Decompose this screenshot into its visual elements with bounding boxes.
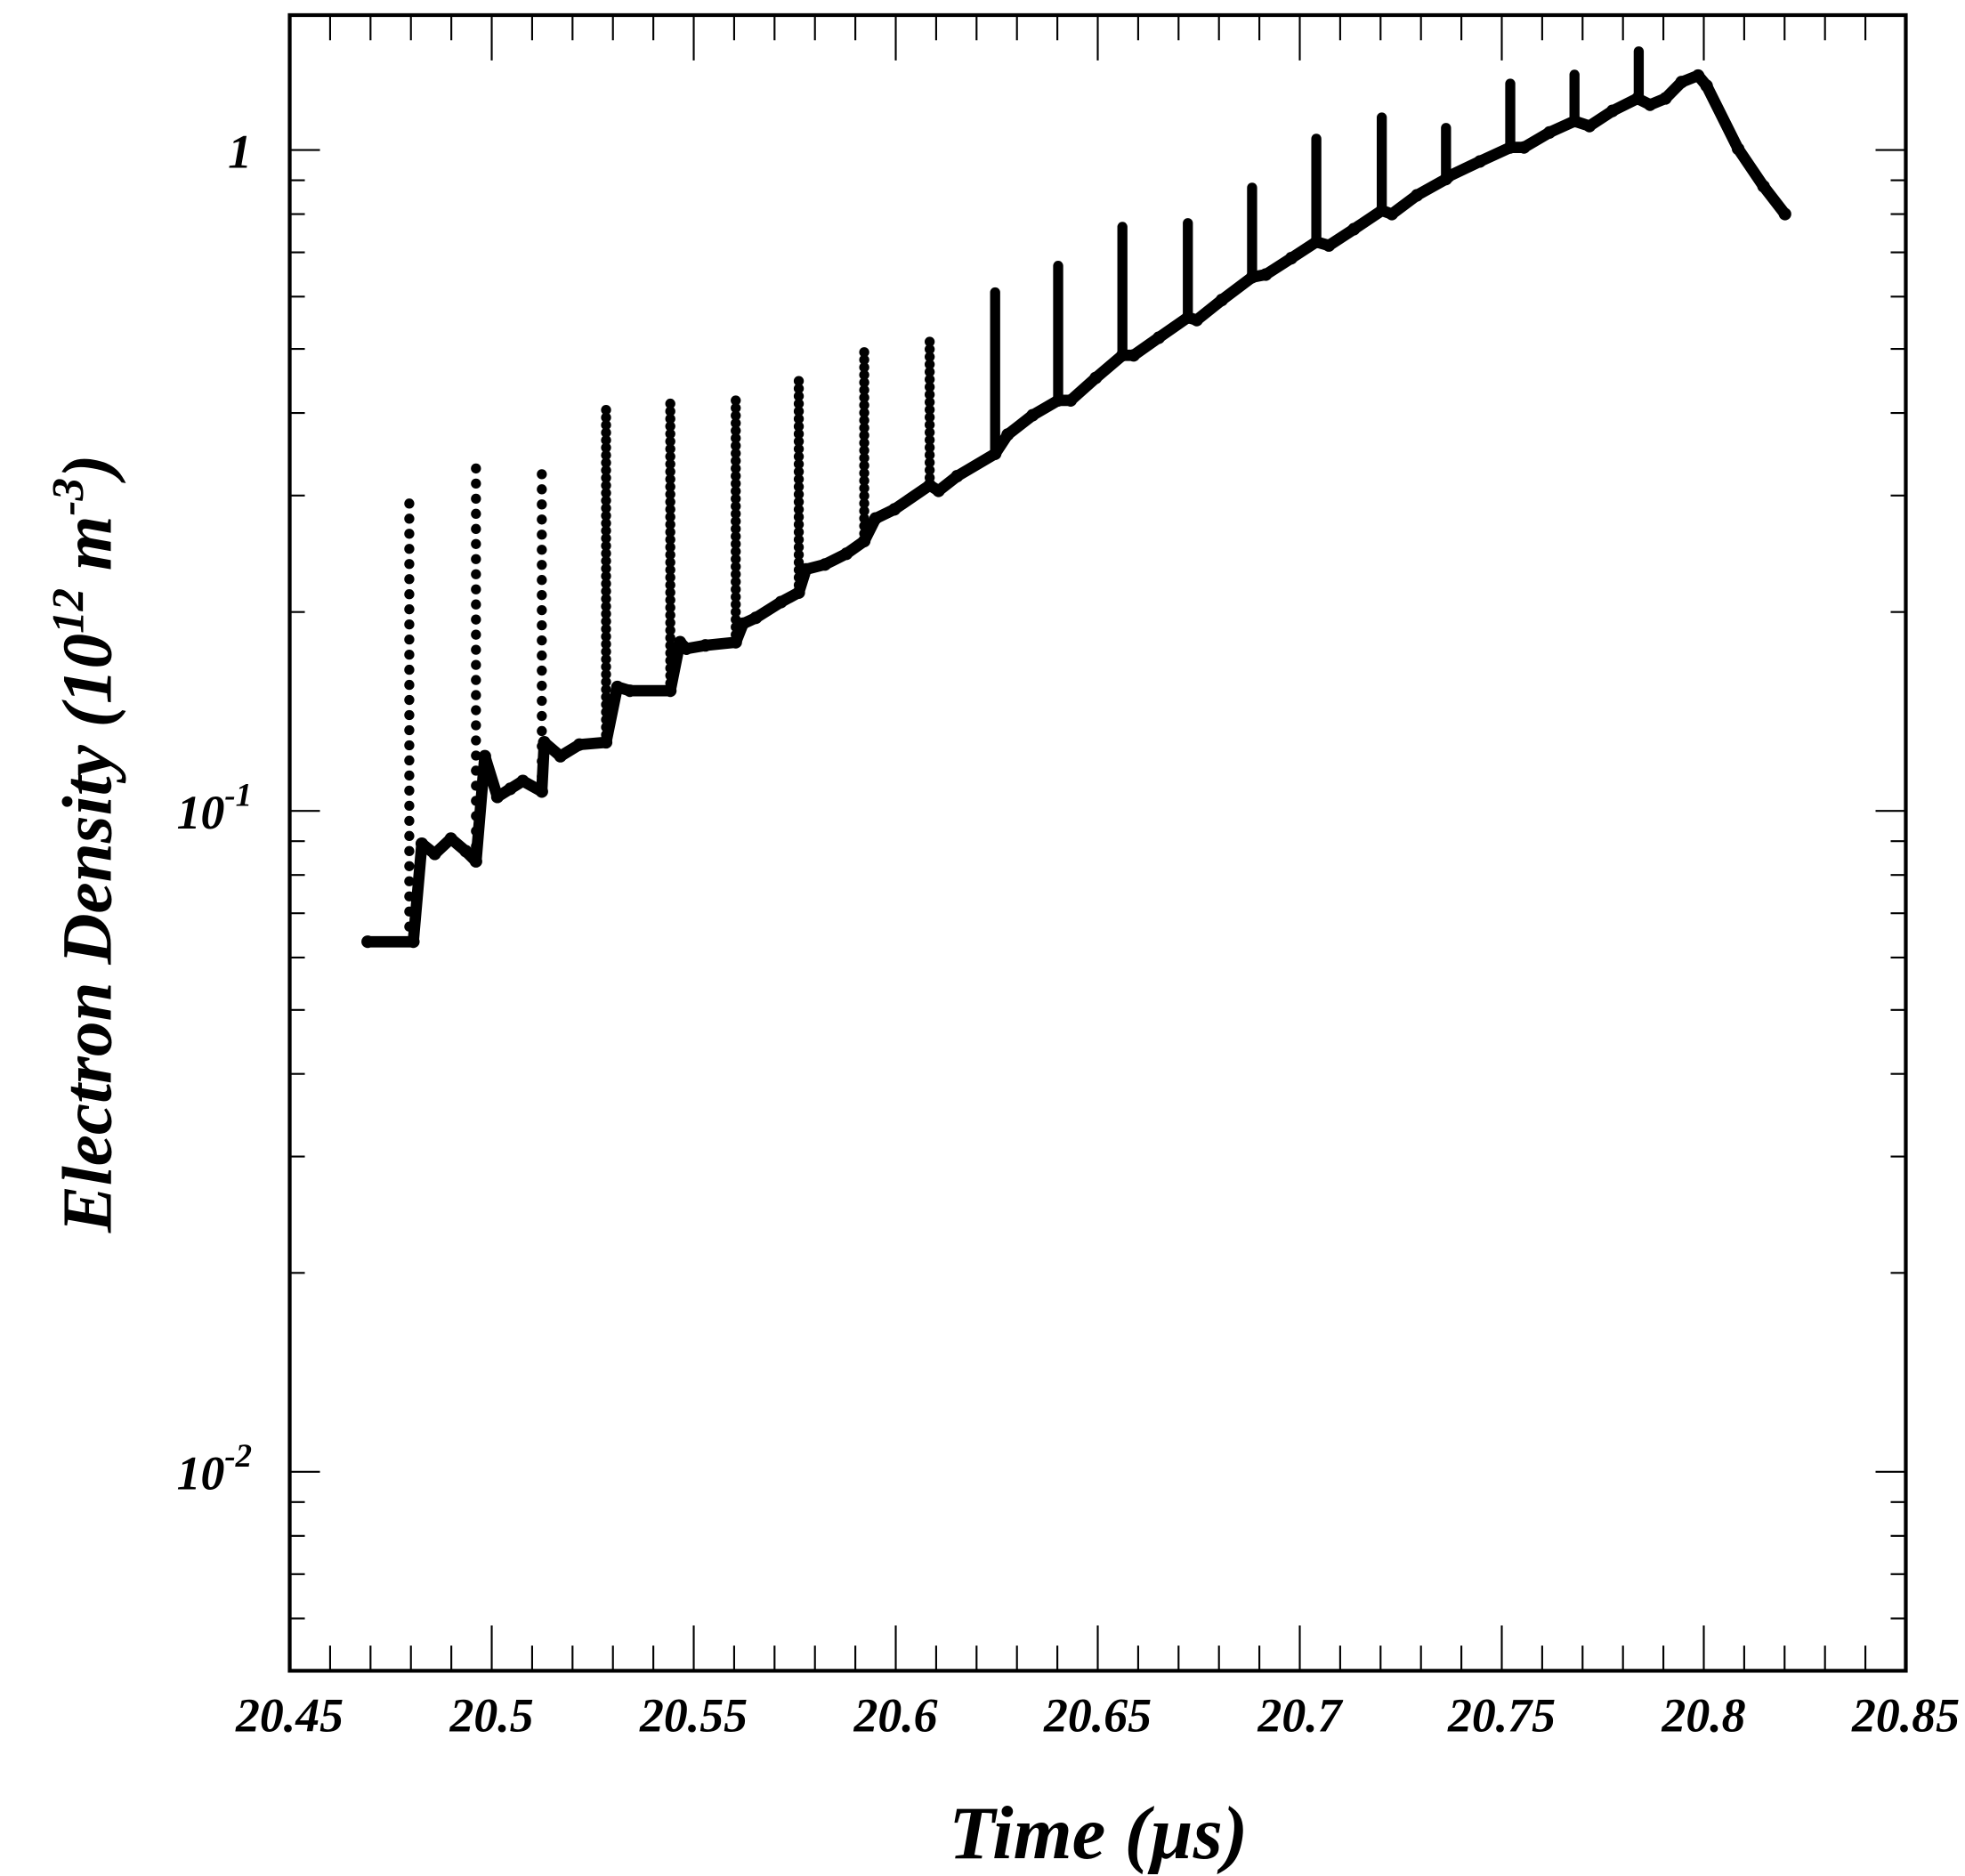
y-axis-title-exp: 12 [44, 588, 93, 634]
x-tick-label: 20.45 [235, 1688, 344, 1742]
data-point [444, 832, 457, 845]
data-point [428, 847, 441, 861]
data-point [1757, 180, 1770, 193]
data-point [516, 774, 530, 788]
data-point [415, 837, 429, 851]
data-point [1644, 98, 1657, 111]
data-point [888, 503, 902, 516]
x-tick-label: 20.6 [853, 1688, 937, 1742]
y-tick-label-exp: -1 [224, 777, 252, 813]
data-point [1778, 207, 1791, 221]
data-point [1700, 79, 1713, 93]
y-tick-label-base: 10 [177, 786, 225, 839]
data-point [1385, 207, 1399, 221]
data-point [869, 512, 882, 525]
data-point [1284, 252, 1298, 265]
data-point [774, 595, 788, 609]
x-tick-label: 20.8 [1661, 1688, 1745, 1742]
data-point [1215, 294, 1228, 307]
y-axis-title: Electron Density (1012 m-3) [44, 455, 126, 1233]
data-point [1064, 393, 1078, 407]
data-point [1127, 349, 1140, 362]
data-point [699, 639, 712, 652]
data-point [818, 558, 832, 571]
x-tick-label: 20.75 [1447, 1688, 1556, 1742]
x-axis-title: Time (µs) [949, 1791, 1248, 1875]
data-point [1582, 119, 1597, 133]
plot-frame [287, 12, 1908, 1673]
data-point [361, 935, 375, 949]
data-point [572, 738, 586, 751]
data-point [840, 547, 853, 561]
y-tick-label-exp: -2 [224, 1437, 252, 1474]
data-point [1089, 371, 1103, 384]
data-point [749, 611, 763, 625]
data-point [1411, 189, 1424, 202]
data-point [1026, 408, 1039, 422]
x-tick-label: 20.5 [449, 1688, 533, 1742]
data-point [1322, 239, 1336, 252]
y-axis-title-unit-exp: -3 [44, 478, 93, 515]
data-point [1659, 92, 1672, 105]
data-point [611, 680, 624, 694]
data-point [1259, 268, 1273, 281]
data-point [490, 790, 504, 804]
data-point [1605, 104, 1619, 117]
data-point [932, 484, 945, 497]
axis-ticks [288, 14, 1907, 1672]
data-point [680, 642, 693, 655]
data-point [950, 469, 964, 483]
data-point [1731, 142, 1745, 156]
data-point [1542, 125, 1557, 139]
y-tick-labels: 110-110-2 [177, 125, 252, 1500]
data-marks [361, 46, 1791, 949]
x-tick-label: 20.65 [1043, 1688, 1152, 1742]
y-tick-label: 10-2 [177, 1437, 252, 1500]
data-point [1692, 69, 1705, 83]
y-tick-label: 10-1 [177, 777, 252, 839]
data-point [1517, 141, 1531, 154]
x-tick-label: 20.55 [639, 1688, 748, 1742]
y-tick-label-base: 10 [177, 1447, 225, 1500]
x-tick-label: 20.85 [1851, 1688, 1960, 1742]
data-point [623, 684, 636, 698]
y-axis-title-unit: m [49, 515, 127, 587]
data-point [504, 782, 517, 796]
y-axis-title-main: Electron Density (10 [49, 634, 127, 1233]
data-point [1675, 76, 1688, 89]
y-tick-label: 1 [228, 125, 252, 178]
x-tick-labels: 20.45 20.5 20.55 20.6 20.65 20.7 20.75 20.8 20.8… [235, 1688, 1960, 1742]
data-point [1473, 155, 1487, 168]
series-baseline-line [361, 69, 1791, 948]
data-point [1347, 222, 1361, 236]
x-tick-label: 20.7 [1257, 1688, 1343, 1742]
y-tick-label-base: 1 [228, 125, 252, 178]
data-point [1190, 313, 1203, 327]
data-point [478, 749, 491, 763]
data-point [1001, 428, 1015, 441]
data-point [1152, 331, 1166, 344]
data-point [554, 749, 567, 763]
data-point [459, 845, 473, 858]
